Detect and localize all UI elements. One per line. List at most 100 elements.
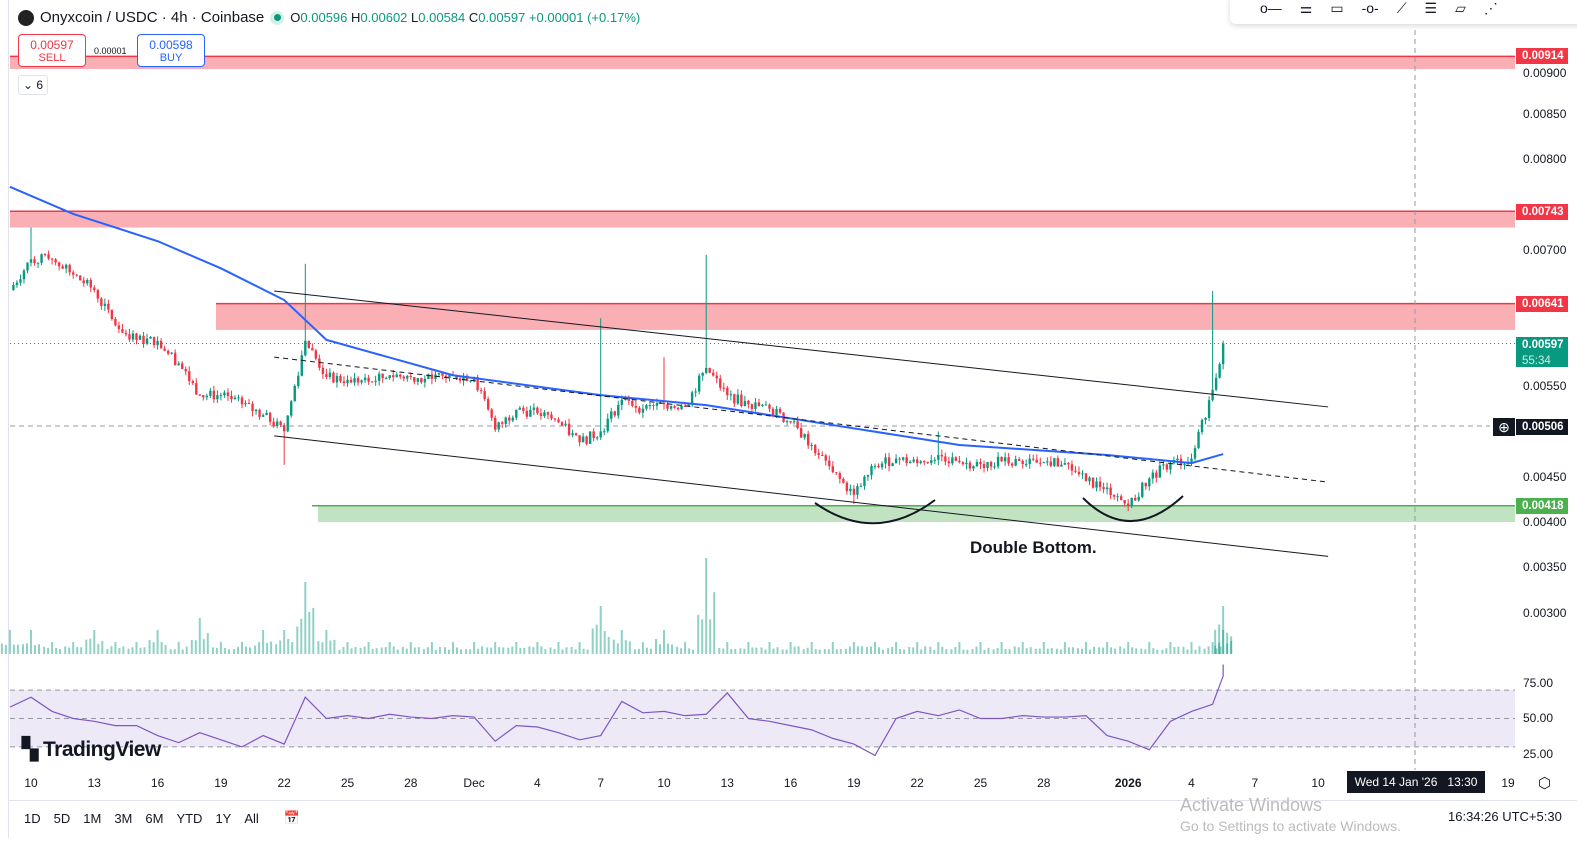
range-5d[interactable]: 5D	[53, 810, 71, 826]
indicators-toggle[interactable]: ⌄ 6	[18, 75, 48, 95]
candle-body	[817, 453, 820, 455]
range-all[interactable]: All	[244, 810, 259, 826]
candle-body	[1032, 458, 1035, 460]
horizontal-ray-icon[interactable]: o—	[1260, 0, 1282, 16]
parallel-lines-icon[interactable]: ⚌	[1299, 0, 1313, 16]
horizontal-line-icon[interactable]: -o-	[1361, 0, 1379, 16]
candle-body	[1214, 377, 1218, 390]
volume-bar	[469, 649, 472, 654]
volume-bar	[401, 646, 404, 654]
volume-bar	[797, 646, 800, 654]
volume-bar	[438, 646, 441, 654]
range-ytd[interactable]: YTD	[176, 810, 203, 826]
volume-bar	[89, 638, 92, 654]
candle-body	[634, 405, 638, 408]
candle-body	[993, 466, 996, 468]
volume-bar	[254, 645, 257, 654]
candle-body	[771, 408, 775, 416]
volume-bar	[139, 647, 142, 654]
candle-body	[50, 258, 54, 260]
candle-body	[870, 466, 873, 476]
volume-bar	[127, 648, 130, 654]
volume-bar	[848, 646, 851, 654]
goto-date-icon[interactable]: 📅	[283, 810, 300, 825]
candle-body	[311, 348, 314, 351]
candle-body	[515, 409, 518, 418]
volume-bar	[173, 649, 176, 654]
annotation-text: Double Bottom.	[970, 538, 1097, 557]
candle-body	[989, 462, 993, 467]
candle-body	[72, 272, 75, 275]
range-1m[interactable]: 1M	[83, 810, 102, 826]
volume-bar	[684, 642, 687, 654]
candle-body	[504, 417, 507, 424]
candle-body	[346, 379, 349, 384]
candle-body	[543, 412, 546, 417]
volume-bar	[1218, 642, 1221, 654]
candle-body	[1067, 463, 1070, 465]
zone-resistance	[10, 211, 1515, 228]
candle-body	[866, 475, 870, 477]
candle-body	[219, 395, 223, 397]
volume-bar	[26, 643, 28, 654]
channel-icon[interactable]: ▱	[1455, 0, 1466, 16]
candle-body	[1193, 448, 1197, 459]
range-3m[interactable]: 3M	[114, 810, 133, 826]
volume-bar	[1098, 647, 1101, 654]
candle-body	[1148, 478, 1151, 487]
volume-bar	[444, 647, 446, 654]
volume-bar	[486, 647, 489, 654]
candle-body	[230, 395, 233, 400]
range-1y[interactable]: 1Y	[215, 810, 232, 826]
candle-body	[272, 421, 275, 427]
candle-body	[729, 394, 733, 396]
volume-bar	[287, 638, 290, 654]
rectangle-icon[interactable]: ▭	[1330, 0, 1344, 16]
candle-body	[1123, 500, 1126, 504]
range-1d[interactable]: 1D	[24, 810, 41, 826]
candle-body	[163, 348, 166, 351]
candle-body	[940, 454, 944, 457]
volume-bar	[620, 630, 623, 654]
candle-body	[413, 377, 416, 382]
candle-body	[124, 332, 128, 335]
candle-body	[828, 460, 831, 467]
settings-icon[interactable]: ⬡	[1538, 775, 1552, 792]
candle-body	[750, 404, 754, 409]
trend-line-icon[interactable]: ⟋	[1396, 0, 1407, 16]
candle-body	[1162, 464, 1165, 466]
volume-bar	[1222, 630, 1225, 654]
volume-bar	[12, 644, 15, 654]
pitchfork-icon[interactable]: ⋰	[1483, 0, 1498, 16]
volume-bar	[676, 646, 679, 654]
candle-body	[342, 381, 346, 384]
candle-body	[975, 462, 979, 467]
volume-bar	[1008, 649, 1011, 654]
volume-bar	[557, 642, 560, 654]
candle-body	[529, 409, 532, 417]
price-chart[interactable]: Double Bottom.	[0, 0, 1577, 800]
candle-body	[1007, 457, 1010, 464]
volume-bar	[966, 649, 969, 654]
volume-bar	[51, 642, 54, 654]
volume-bar	[1219, 646, 1222, 654]
volume-bar	[751, 647, 754, 654]
range-6m[interactable]: 6M	[145, 810, 164, 826]
buy-button[interactable]: 0.00598 BUY	[137, 34, 205, 67]
volume-bar	[553, 648, 556, 654]
volume-bar	[899, 649, 902, 654]
fib-icon[interactable]: ☰	[1424, 0, 1438, 16]
candle-body	[1098, 481, 1102, 488]
volume-bar	[645, 647, 648, 654]
spread: 0.00001	[94, 46, 127, 56]
volume-bar	[839, 649, 842, 654]
add-alert-icon[interactable]: ⊕	[1493, 418, 1515, 436]
sell-button[interactable]: 0.00597 SELL	[18, 34, 86, 67]
rsi-line	[9, 664, 1224, 757]
candle-body	[557, 419, 560, 423]
candle-body	[1028, 458, 1031, 464]
volume-bar	[941, 646, 944, 654]
volume-bar	[814, 649, 817, 654]
volume-bar	[164, 645, 167, 654]
volume-bar	[430, 642, 433, 654]
